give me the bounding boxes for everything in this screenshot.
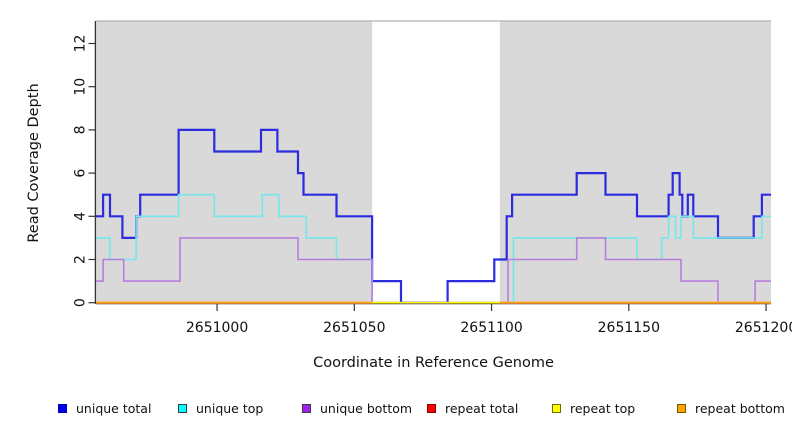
legend-swatch-unique-total: [58, 404, 67, 413]
y-tick-label: 6: [73, 169, 89, 178]
legend-item-repeat-top: repeat top: [552, 401, 635, 416]
y-tick-label: 8: [73, 125, 89, 134]
y-axis-title: Read Coverage Depth: [26, 83, 42, 243]
legend-item-repeat-bottom: repeat bottom: [677, 401, 785, 416]
legend-swatch-repeat-total: [427, 404, 436, 413]
legend-swatch-repeat-top: [552, 404, 561, 413]
x-tick-label: 2651200: [735, 320, 792, 336]
legend-item-repeat-total: repeat total: [427, 401, 518, 416]
x-tick-label: 2651050: [323, 320, 385, 336]
series-unique-bottom: [96, 237, 771, 304]
uncovered-region: [372, 21, 500, 303]
legend-swatch-repeat-bottom: [677, 404, 686, 413]
legend-item-unique-top: unique top: [178, 401, 263, 416]
legend-label-unique-bottom: unique bottom: [320, 401, 413, 416]
y-tick-label: 12: [73, 35, 89, 53]
legend-item-unique-total: unique total: [58, 401, 151, 416]
y-tick-label: 10: [73, 78, 89, 96]
x-tick-label: 2651150: [598, 320, 660, 336]
coverage-plot: 0 2 4 6 8 10 12 2651000 2651050 2651100 2651150 265…: [73, 20, 792, 336]
legend-swatch-unique-bottom: [302, 404, 311, 413]
legend: unique total unique top unique bottom repea…: [0, 401, 792, 421]
legend-label-repeat-top: repeat top: [570, 401, 636, 416]
x-tick-label: 2651100: [460, 320, 522, 336]
legend-item-unique-bottom: unique bottom: [302, 401, 412, 416]
legend-label-repeat-total: repeat total: [445, 401, 519, 416]
y-tick-label: 0: [73, 298, 89, 307]
x-tick-label: 2651000: [186, 320, 248, 336]
y-tick-label: 4: [73, 212, 89, 221]
x-axis-title: Coordinate in Reference Genome: [313, 355, 554, 371]
legend-label-unique-top: unique top: [196, 401, 264, 416]
legend-label-unique-total: unique total: [76, 401, 152, 416]
legend-label-repeat-bottom: repeat bottom: [695, 401, 785, 416]
legend-swatch-unique-top: [178, 404, 187, 413]
y-tick-label: 2: [73, 255, 89, 264]
